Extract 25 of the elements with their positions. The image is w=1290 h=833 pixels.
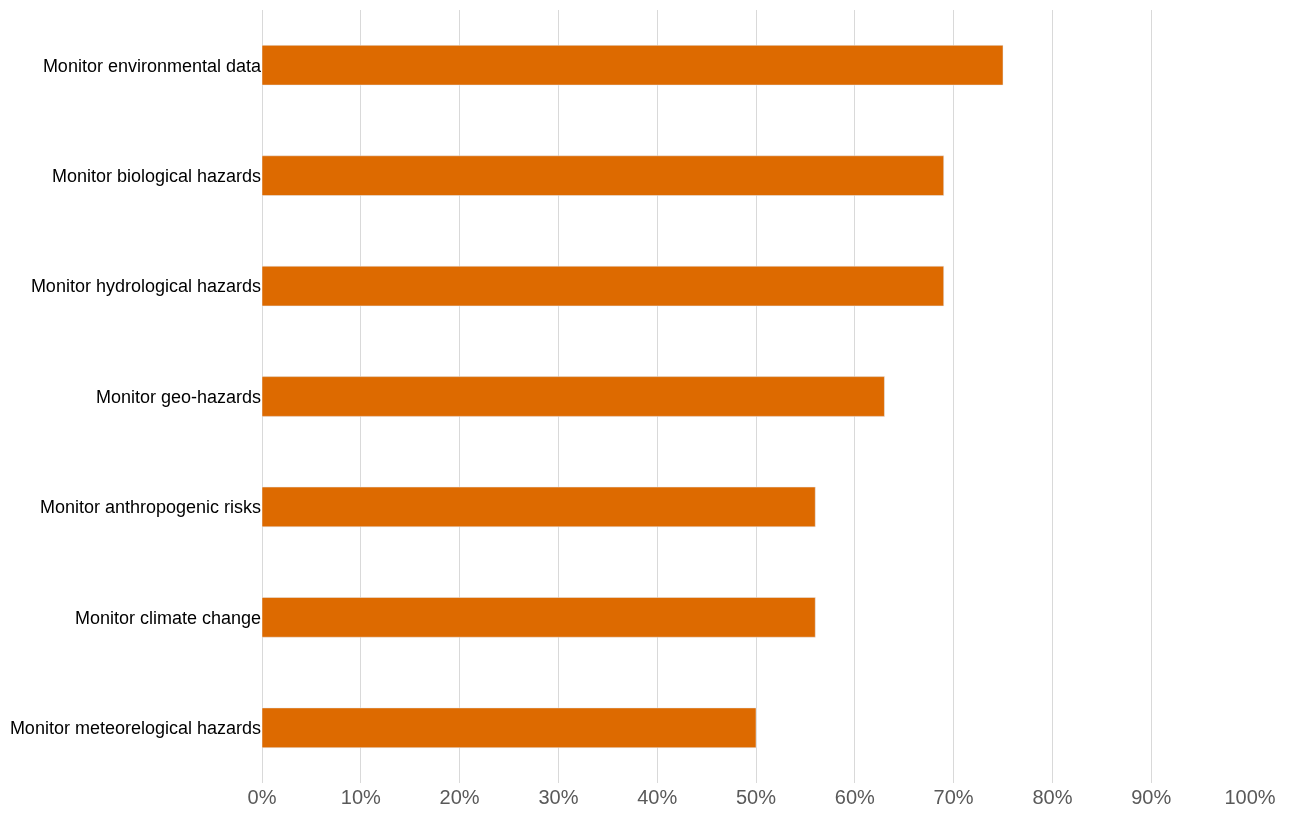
y-tick-label: Monitor environmental data xyxy=(42,55,262,76)
x-tick-label: 60% xyxy=(834,786,876,808)
x-tick-label: 10% xyxy=(340,786,382,808)
x-tick-label: 20% xyxy=(439,786,480,808)
x-tick-label: 0% xyxy=(247,786,277,808)
y-tick-label: Monitor meteorelogical hazards xyxy=(9,718,261,739)
x-tick-label: 40% xyxy=(637,786,678,808)
bar xyxy=(262,265,944,307)
bar xyxy=(262,597,816,638)
x-tick-label: 70% xyxy=(933,786,974,808)
bar xyxy=(262,155,944,196)
y-tick-label: Monitor hydrological hazards xyxy=(30,276,261,297)
bar xyxy=(262,707,757,748)
y-tick-label: Monitor climate change xyxy=(74,607,261,628)
bar xyxy=(262,486,816,528)
bar xyxy=(262,45,1004,86)
y-tick-label: Monitor biological hazards xyxy=(51,165,261,186)
y-tick-label: Monitor geo-hazards xyxy=(95,386,261,407)
x-tick-label: 100% xyxy=(1224,786,1276,808)
bar xyxy=(262,376,885,417)
x-tick-label: 30% xyxy=(538,786,579,808)
x-tick-label: 50% xyxy=(735,786,777,808)
y-tick-label: Monitor anthropogenic risks xyxy=(39,497,261,518)
x-tick-label: 90% xyxy=(1131,786,1172,808)
x-tick-label: 80% xyxy=(1032,786,1073,808)
